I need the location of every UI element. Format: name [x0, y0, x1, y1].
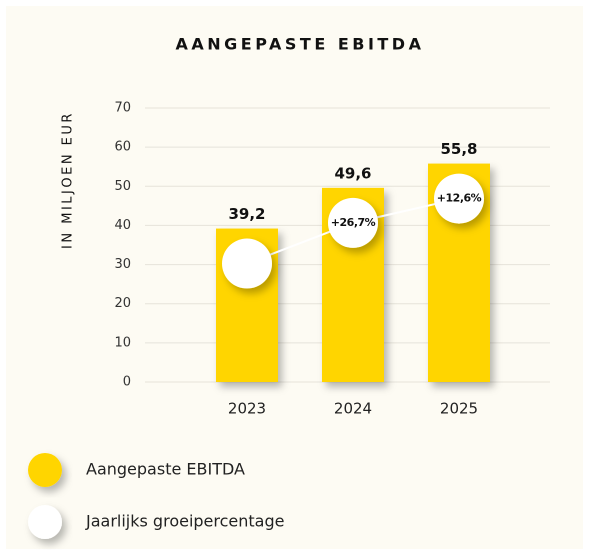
y-tick-label: 10 — [114, 335, 131, 350]
y-tick-label: 40 — [114, 218, 131, 233]
legend-label: Aangepaste EBITDA — [86, 460, 245, 479]
growth-marker — [434, 173, 484, 224]
growth-marker — [222, 238, 272, 289]
x-tick-label: 2025 — [440, 400, 478, 418]
x-tick-label: 2023 — [228, 400, 266, 418]
y-tick-label: 50 — [114, 179, 131, 194]
y-tick-label: 0 — [123, 375, 131, 390]
data-label: 39,2 — [228, 205, 265, 223]
growth-label: +12,6% — [437, 192, 482, 205]
legend-swatch — [28, 453, 62, 487]
y-tick-label: 60 — [114, 140, 131, 155]
data-label: 55,8 — [440, 140, 477, 158]
legend: Aangepaste EBITDA Jaarlijks groeipercent… — [28, 453, 284, 539]
y-axis-label: IN MILJOEN EUR — [61, 111, 76, 249]
chart-title: AANGEPASTE EBITDA — [176, 35, 425, 54]
y-tick-label: 70 — [114, 101, 131, 116]
legend-label: Jaarlijks groeipercentage — [85, 512, 284, 531]
legend-swatch — [28, 505, 62, 539]
growth-marker — [328, 197, 378, 248]
growth-label: +26,7% — [331, 216, 376, 229]
y-tick-label: 20 — [114, 296, 131, 311]
data-label: 49,6 — [334, 164, 371, 182]
x-tick-label: 2024 — [334, 400, 372, 418]
y-tick-label: 30 — [114, 257, 131, 272]
